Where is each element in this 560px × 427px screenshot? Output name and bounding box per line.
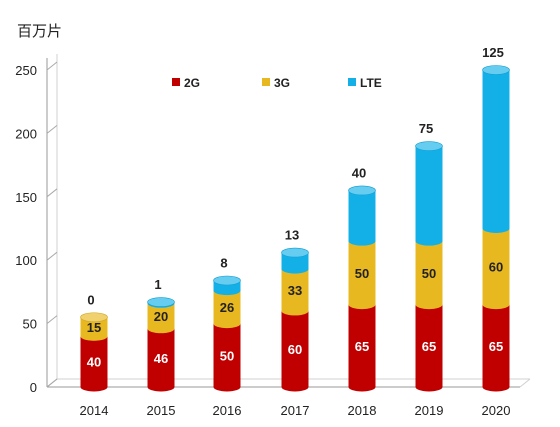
y-tick-mark	[46, 125, 58, 134]
y-tick-mark	[46, 315, 58, 324]
y-tick-label: 200	[15, 126, 37, 141]
x-tick-label: 2018	[348, 403, 377, 418]
y-tick-mark	[46, 378, 58, 388]
data-label-3g: 20	[154, 309, 168, 324]
data-label-lte: 1	[154, 277, 161, 292]
y-tick-label: 150	[15, 190, 37, 205]
y-tick-label: 0	[30, 380, 37, 395]
y-tick-mark	[46, 188, 58, 198]
bar-segment-3g	[482, 228, 510, 310]
bar-top-cap	[147, 297, 175, 307]
data-label-2g: 46	[154, 351, 168, 366]
data-label-2g: 65	[489, 339, 503, 354]
bar-top-cap	[482, 65, 510, 75]
x-tick-label: 2019	[415, 403, 444, 418]
bar-segment-lte	[281, 252, 309, 274]
x-tick-label: 2015	[147, 403, 176, 418]
data-label-lte: 75	[419, 121, 433, 136]
data-label-lte: 0	[87, 292, 94, 307]
legend-swatch-3g	[262, 78, 270, 86]
bar-segment-2g	[482, 304, 510, 392]
data-label-lte: 125	[482, 45, 504, 60]
data-label-lte: 13	[285, 228, 299, 243]
data-label-lte: 8	[220, 255, 227, 270]
x-tick-label: 2020	[482, 403, 511, 418]
data-label-3g: 26	[220, 300, 234, 315]
legend-swatch-lte	[348, 78, 356, 86]
bar-segment-lte	[348, 190, 376, 246]
data-label-2g: 65	[422, 339, 436, 354]
y-tick-label: 50	[23, 317, 37, 332]
y-axis-unit-label: 百万片	[17, 23, 63, 40]
bar-segment-lte	[482, 70, 510, 233]
data-label-2g: 60	[288, 342, 302, 357]
y-tick-mark	[46, 61, 58, 71]
data-label-3g: 50	[355, 266, 369, 281]
data-label-lte: 40	[352, 165, 366, 180]
bar-segment-2g	[281, 310, 309, 392]
bar-segment-3g	[213, 290, 241, 329]
bar-segment-2g	[415, 304, 443, 392]
bar-segment-2g	[348, 304, 376, 392]
bar-top-cap	[348, 185, 376, 196]
floor-right-edge	[519, 378, 531, 388]
legend-label-3g: 3G	[274, 76, 290, 90]
bar-segment-lte	[415, 146, 443, 246]
data-label-3g: 15	[87, 320, 101, 335]
x-tick-label: 2014	[80, 403, 109, 418]
bar-top-cap	[213, 275, 241, 286]
y-tick-label: 100	[15, 253, 37, 268]
data-label-2g: 50	[220, 348, 234, 363]
legend-swatch-2g	[172, 78, 180, 86]
bar-segment-3g	[281, 269, 309, 316]
bar-segment-3g	[80, 317, 108, 341]
bar-segment-3g	[147, 303, 175, 334]
data-label-3g: 60	[489, 260, 503, 275]
legend-label-2g: 2G	[184, 76, 200, 90]
x-tick-label: 2016	[213, 403, 242, 418]
bar-segment-2g	[147, 328, 175, 392]
data-label-2g: 65	[355, 339, 369, 354]
y-tick-mark	[46, 251, 58, 261]
bar-segment-2g	[80, 336, 108, 392]
bar-segment-2g	[213, 323, 241, 392]
bar-segment-3g	[415, 241, 443, 310]
bar-segment-3g	[348, 241, 376, 310]
data-label-2g: 40	[87, 355, 101, 370]
data-label-3g: 50	[422, 266, 436, 281]
x-tick-label: 2017	[281, 403, 310, 418]
data-label-3g: 33	[288, 283, 302, 298]
legend-label-lte: LTE	[360, 76, 382, 90]
bar-top-cap	[415, 141, 443, 151]
y-tick-label: 250	[15, 63, 37, 78]
bar-top-cap	[80, 312, 108, 323]
bar-top-cap	[281, 247, 309, 258]
